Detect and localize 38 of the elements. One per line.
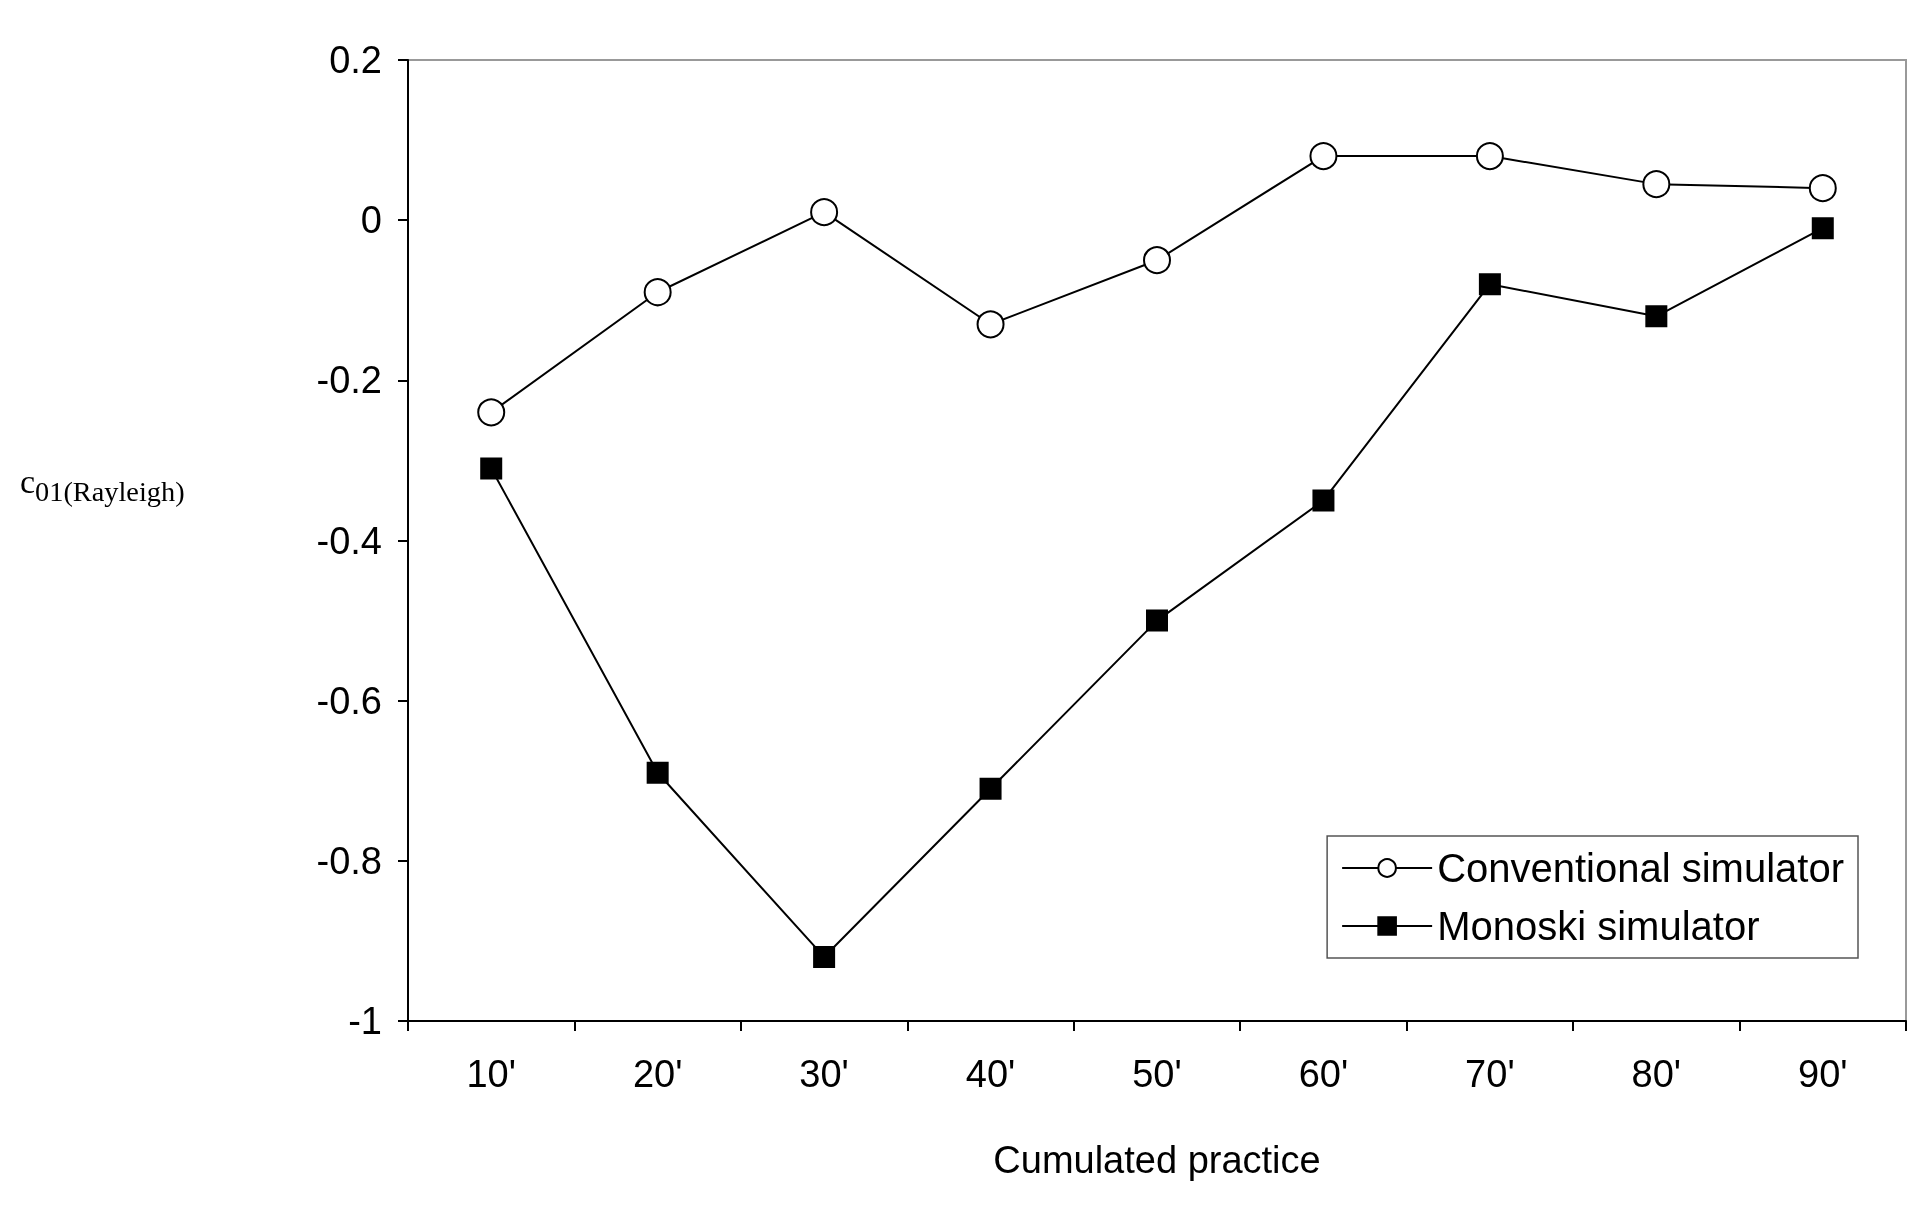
point (1478, 273, 1501, 296)
legend-label: Conventional simulator (1437, 846, 1844, 890)
point (1808, 174, 1837, 203)
y-tick-label: 0 (360, 199, 382, 242)
point (1143, 246, 1171, 275)
point (1645, 305, 1668, 328)
y-axis-title: c$_{01(Rayleigh)}$ (20, 463, 185, 508)
y-tick-label: -1 (348, 1000, 382, 1042)
x-tick-label: 40' (965, 1053, 1016, 1095)
x-tick-label: 70' (1465, 1053, 1515, 1095)
point (1309, 142, 1338, 171)
x-tick-label: 50' (1132, 1053, 1182, 1095)
point (813, 945, 836, 968)
point (1811, 217, 1834, 240)
x-tick-label: 10' (466, 1053, 516, 1095)
point (646, 761, 669, 784)
x-tick-label: 90' (1798, 1053, 1848, 1095)
x-tick-label: 80' (1631, 1053, 1682, 1095)
y-tick-label: 0.2 (329, 39, 382, 81)
point (1146, 609, 1168, 632)
point (1642, 170, 1671, 199)
y-tick-label: -0.2 (316, 359, 382, 402)
x-tick-label: 30' (799, 1053, 849, 1095)
x-tick-label: 60' (1298, 1053, 1349, 1095)
y-tick-label: -0.8 (316, 839, 382, 882)
point (480, 457, 503, 480)
x-axis-title: Cumulated practice (993, 1139, 1321, 1181)
point (477, 398, 506, 427)
point (643, 278, 672, 307)
point (1475, 142, 1504, 171)
y-tick-label: -0.6 (316, 679, 382, 722)
point (810, 198, 839, 227)
point (1312, 489, 1335, 512)
y-tick-label: -0.4 (316, 519, 382, 562)
point (979, 777, 1002, 800)
legend-label: Monoski simulator (1437, 904, 1760, 948)
point (976, 310, 1005, 339)
x-tick-label: 20' (632, 1053, 683, 1095)
